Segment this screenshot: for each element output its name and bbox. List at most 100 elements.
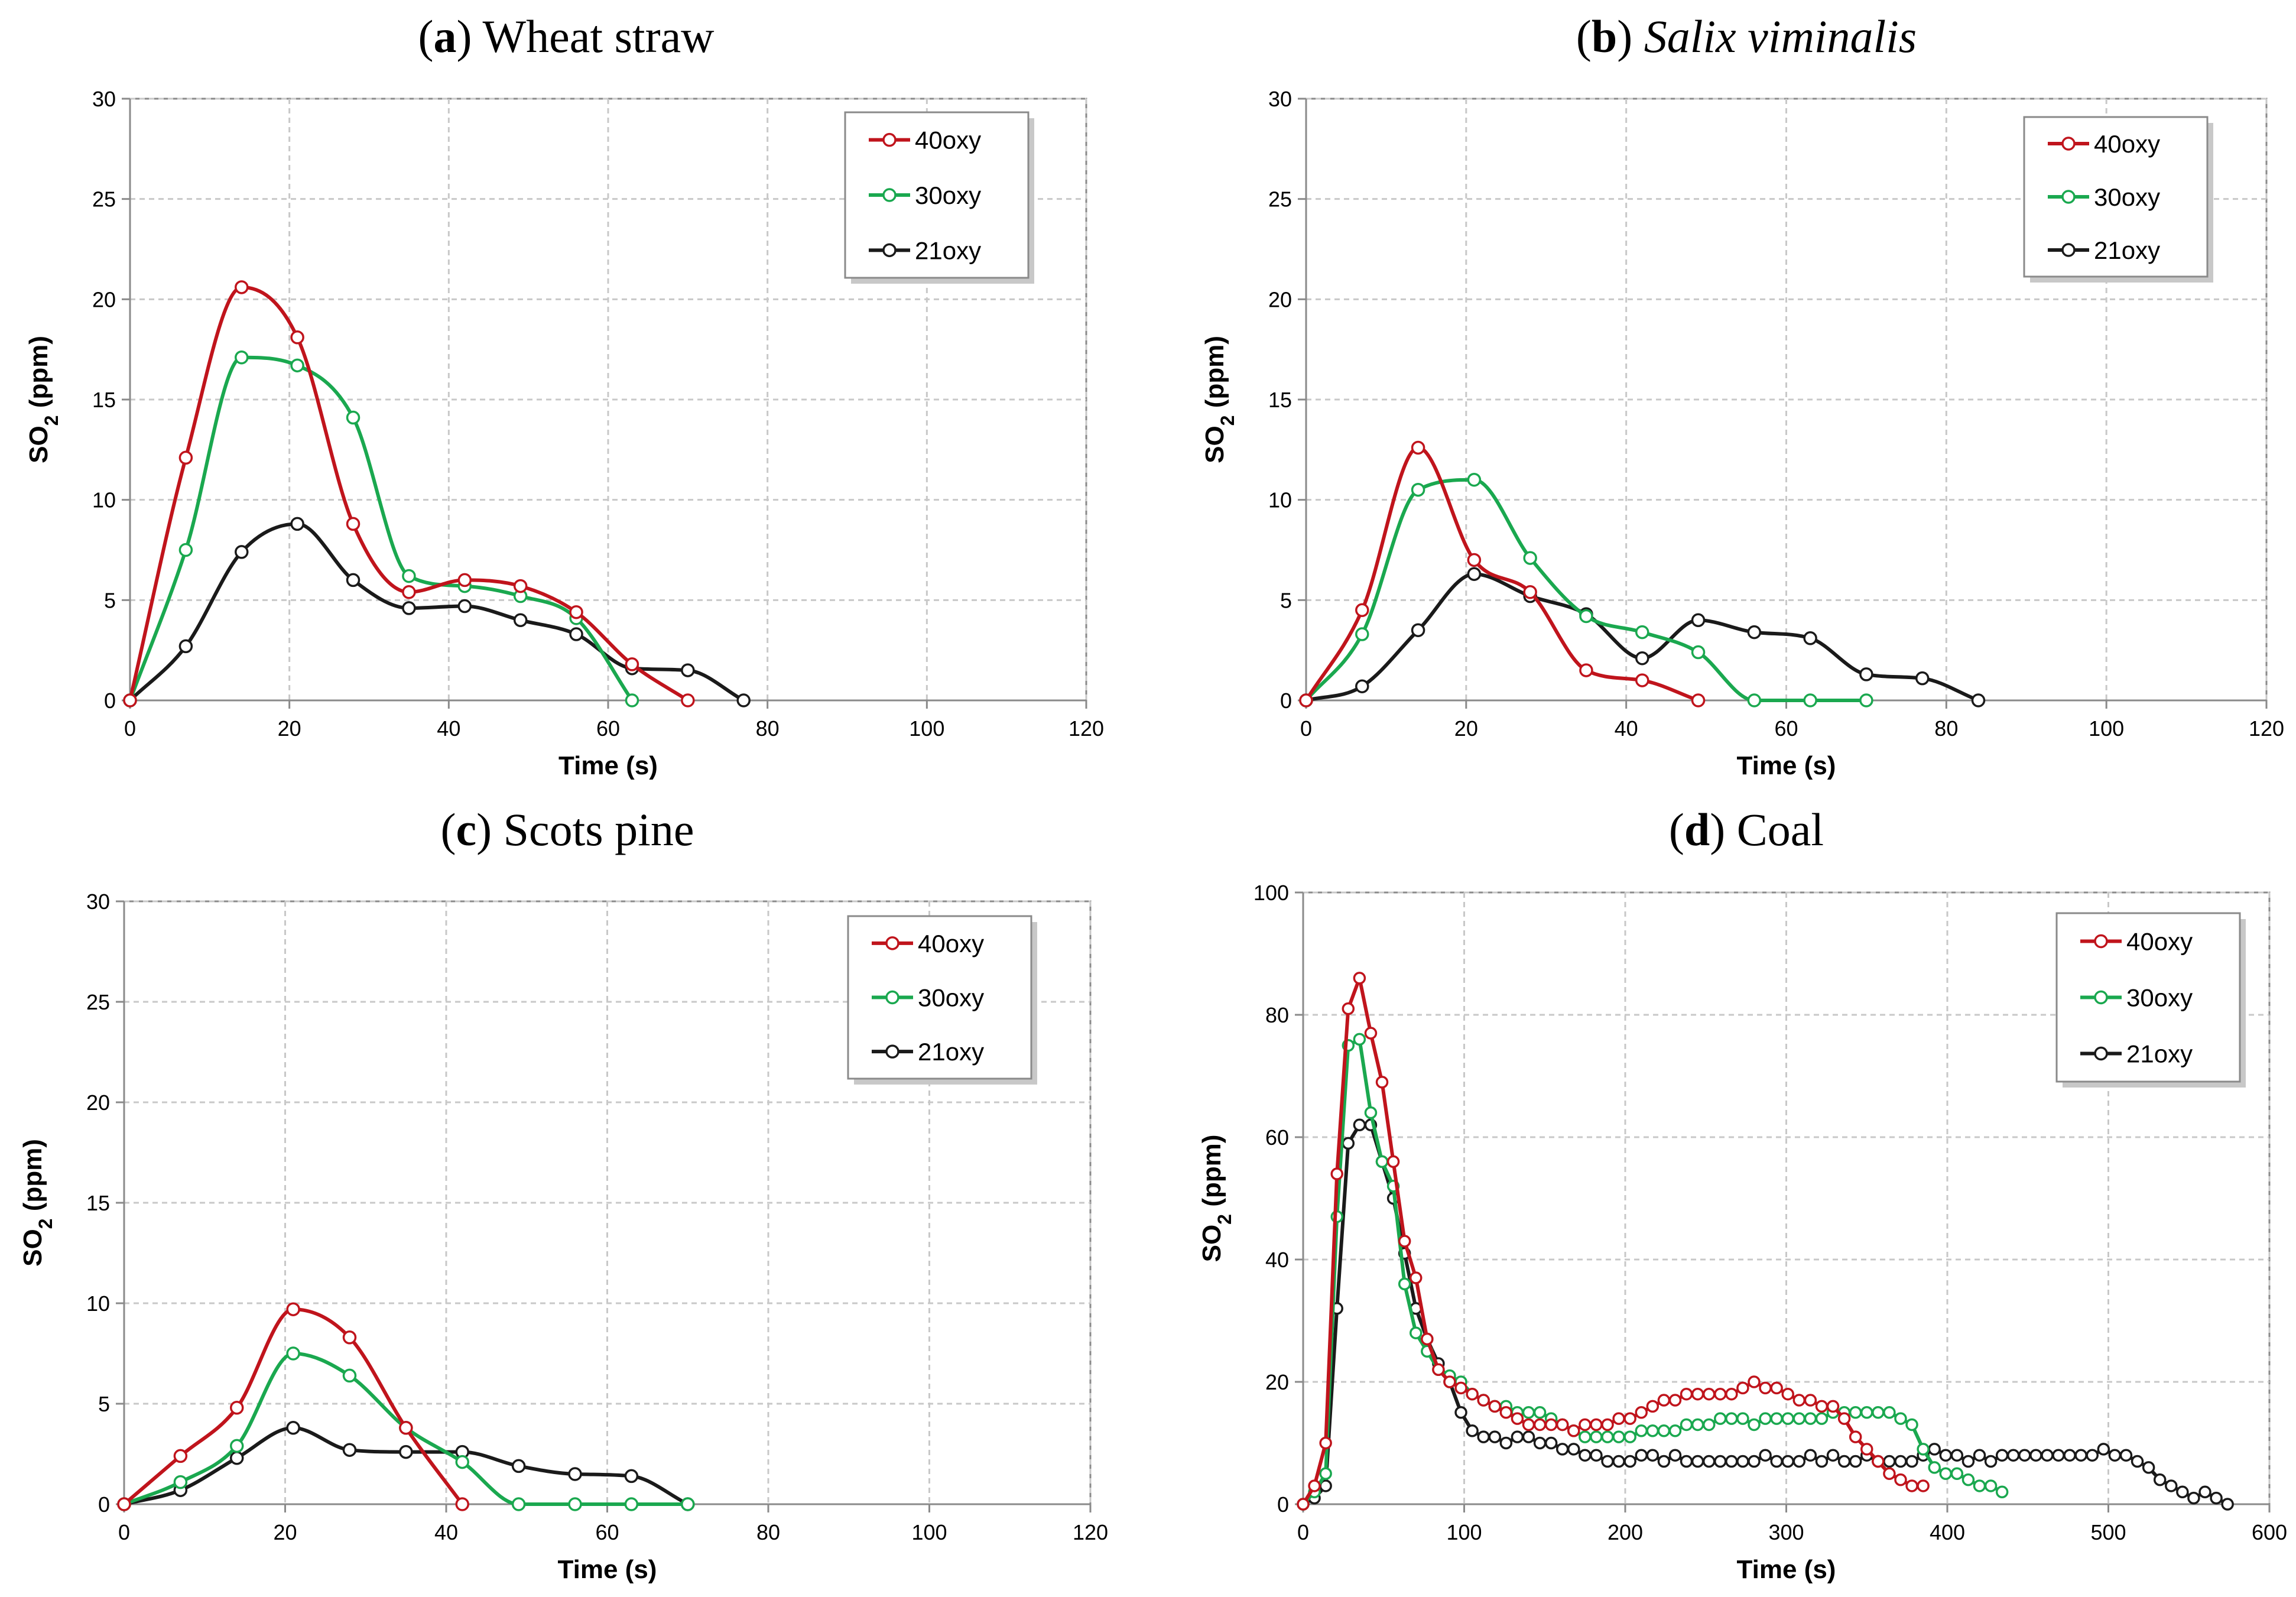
data-point-21oxy [1466,1424,1479,1437]
panel-title: (a) Wheat straw [418,11,714,62]
x-tick-label: 60 [1774,716,1798,741]
data-point-21oxy [1590,1449,1603,1462]
legend: 40oxy 30oxy 21oxy [2055,912,2246,1088]
y-tick-label: 30 [1268,87,1292,111]
data-point-30oxy [511,1497,526,1511]
data-point-21oxy [513,613,528,628]
legend-label-40oxy: 40oxy [2126,928,2193,956]
series-40oxy [1299,440,1706,707]
data-point-40oxy [346,517,361,531]
data-point-40oxy [1375,1076,1389,1089]
data-point-21oxy [2131,1455,2144,1468]
x-tick-label: 20 [278,716,301,741]
data-point-40oxy [230,1401,244,1415]
data-point-40oxy [402,585,416,599]
legend-label-30oxy: 30oxy [2094,183,2160,211]
series-line-30oxy [128,355,634,702]
series-40oxy [117,1302,469,1511]
y-axis-label: SO2 (ppm) [24,336,62,463]
data-point-30oxy [1590,1430,1603,1443]
data-point-30oxy [1815,1412,1829,1425]
data-point-40oxy [1691,1387,1704,1401]
data-point-30oxy [1905,1418,1918,1432]
data-point-40oxy [1917,1479,1930,1492]
data-point-30oxy [1961,1473,1975,1486]
data-point-30oxy [1635,1424,1648,1437]
data-point-40oxy [1623,1412,1636,1425]
data-point-40oxy [1635,1406,1648,1419]
data-point-40oxy [1355,603,1369,618]
data-point-30oxy [1995,1485,2009,1499]
x-tick-label: 60 [595,1520,619,1544]
data-point-30oxy [1635,625,1649,640]
data-point-21oxy [1488,1430,1502,1443]
data-point-40oxy [1319,1436,1332,1450]
data-point-21oxy [1411,623,1425,637]
data-point-40oxy [513,579,528,593]
data-point-30oxy [455,1455,469,1469]
data-point-40oxy [1421,1332,1434,1346]
data-point-40oxy [625,657,639,671]
legend: 40oxy 30oxy 21oxy [847,915,1037,1085]
data-point-40oxy [1364,1027,1378,1040]
x-axis-label: Time (s) [558,1555,657,1584]
data-point-21oxy [1353,1118,1366,1132]
data-point-40oxy [1579,663,1593,677]
data-point-21oxy [1355,679,1369,693]
panel-title-text: Scots pine [504,804,694,855]
data-point-30oxy [1714,1412,1727,1425]
data-point-21oxy [1579,1449,1592,1462]
data-point-21oxy [1748,1455,1761,1468]
y-tick-label: 5 [1280,588,1292,612]
data-point-40oxy [1411,440,1425,455]
data-point-40oxy [235,280,249,294]
data-point-40oxy [1432,1363,1445,1377]
data-point-21oxy [1714,1455,1727,1468]
data-point-21oxy [1533,1436,1547,1450]
legend-marker-21oxy [885,1044,899,1059]
data-point-30oxy [1398,1277,1411,1291]
data-point-30oxy [1668,1424,1682,1437]
y-axis-label-unit: (ppm) [24,336,53,415]
data-point-40oxy [1815,1400,1829,1413]
data-point-40oxy [1849,1430,1862,1443]
panel-title-paren-open: ( [1669,804,1684,855]
data-point-30oxy [1623,1430,1636,1443]
legend-label-40oxy: 40oxy [2094,130,2160,158]
data-point-21oxy [1792,1455,1806,1468]
data-point-21oxy [1680,1455,1693,1468]
data-point-40oxy [1477,1394,1490,1407]
data-point-40oxy [1386,1155,1400,1168]
x-tick-label: 100 [2089,716,2124,741]
data-point-21oxy [1939,1449,1953,1462]
data-point-21oxy [1454,1406,1467,1419]
data-point-40oxy [1759,1381,1772,1395]
data-point-21oxy [1601,1455,1614,1468]
panel-label: c [456,804,477,855]
y-axis-label-subscript: 2 [1217,416,1238,426]
data-point-21oxy [399,1445,413,1459]
data-point-30oxy [1691,1418,1704,1432]
data-point-21oxy [342,1443,357,1457]
data-point-30oxy [1781,1412,1794,1425]
data-point-40oxy [1353,972,1366,985]
data-point-30oxy [1759,1412,1772,1425]
data-point-40oxy [1872,1455,1885,1468]
panel-label: d [1684,804,1710,855]
data-point-21oxy [681,663,695,677]
data-point-21oxy [178,639,193,654]
legend-marker-21oxy [2061,243,2076,257]
data-point-40oxy [1579,1418,1592,1432]
data-point-30oxy [290,358,304,373]
x-tick-label: 120 [2249,716,2284,741]
legend-marker-40oxy [2061,137,2076,151]
legend-label-40oxy: 40oxy [918,930,984,957]
y-tick-label: 100 [1253,881,1289,905]
data-point-21oxy [2052,1449,2065,1462]
panel-title-paren-open: ( [1576,11,1592,62]
series-30oxy [123,350,639,707]
data-point-21oxy [2108,1449,2122,1462]
x-tick-label: 20 [1454,716,1478,741]
data-point-30oxy [1533,1406,1547,1419]
legend-marker-40oxy [2094,934,2108,949]
